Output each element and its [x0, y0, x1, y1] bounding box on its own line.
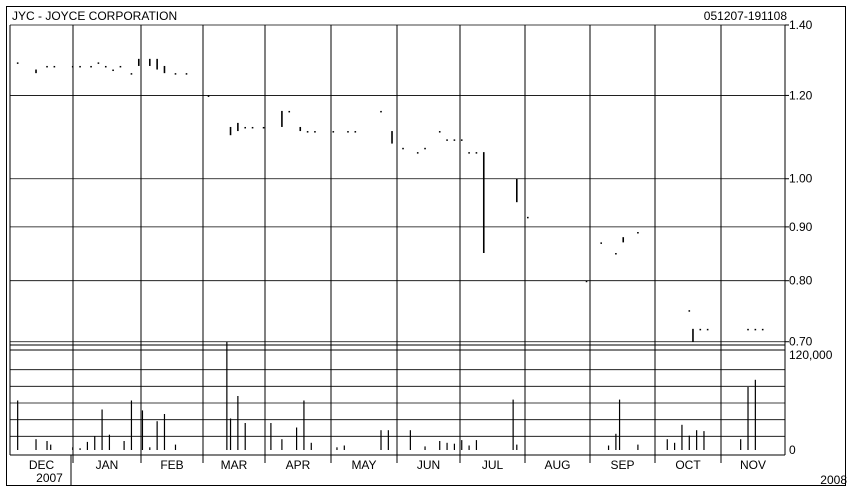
year-label: 2007 [36, 471, 63, 485]
month-label: JAN [96, 458, 119, 472]
month-label: MAR [221, 458, 248, 472]
price-tick-label: 0.80 [789, 274, 813, 288]
month-label: SEP [610, 458, 634, 472]
month-label: OCT [675, 458, 701, 472]
month-label: NOV [740, 458, 766, 472]
month-label: DEC [29, 458, 55, 472]
price-tick-label: 0.90 [789, 220, 813, 234]
month-label: FEB [160, 458, 183, 472]
chart-title: JYC - JOYCE CORPORATION [12, 9, 178, 23]
month-label: JUN [417, 458, 440, 472]
month-label: APR [286, 458, 311, 472]
date-range: 051207-191108 [703, 9, 787, 23]
month-label: MAY [351, 458, 376, 472]
volume-tick-label: 120,000 [789, 348, 833, 362]
price-tick-label: 1.20 [789, 88, 813, 102]
year-label: 2008 [820, 473, 847, 487]
month-label: AUG [544, 458, 570, 472]
volume-tick-label: 0 [789, 443, 796, 457]
month-label: JUL [482, 458, 504, 472]
price-tick-label: 1.00 [789, 172, 813, 186]
price-tick-label: 0.70 [789, 335, 813, 349]
price-tick-label: 1.40 [789, 18, 813, 32]
chart-frame [6, 6, 846, 486]
